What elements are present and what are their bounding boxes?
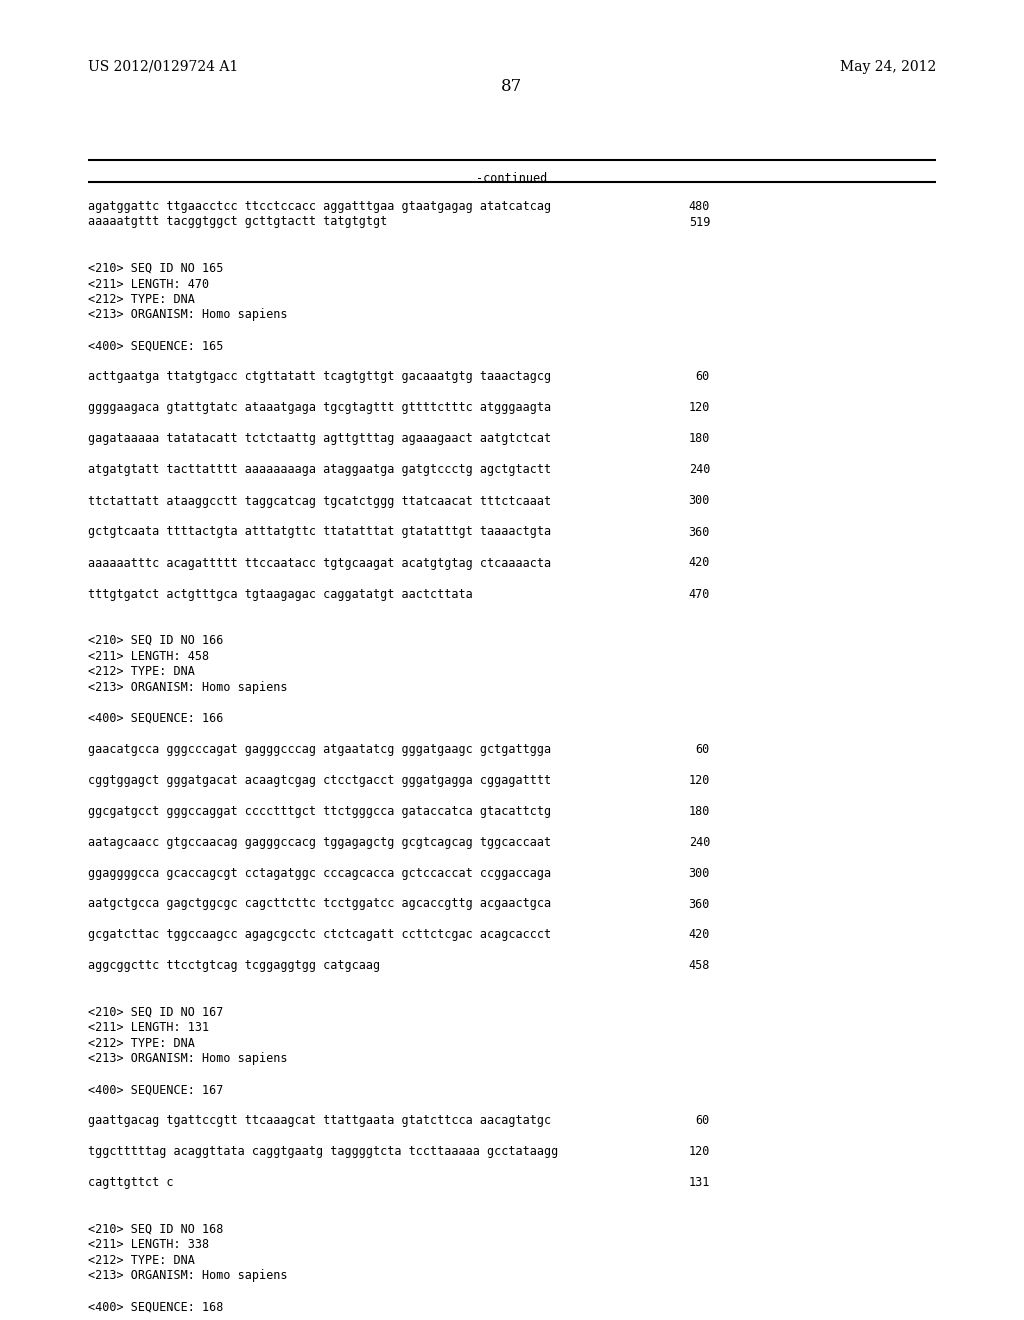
Text: 300: 300 [688, 495, 710, 507]
Text: 480: 480 [688, 201, 710, 213]
Text: <212> TYPE: DNA: <212> TYPE: DNA [88, 665, 195, 678]
Text: cggtggagct gggatgacat acaagtcgag ctcctgacct gggatgagga cggagatttt: cggtggagct gggatgacat acaagtcgag ctcctga… [88, 774, 551, 787]
Text: <213> ORGANISM: Homo sapiens: <213> ORGANISM: Homo sapiens [88, 1270, 288, 1283]
Text: tttgtgatct actgtttgca tgtaagagac caggatatgt aactcttata: tttgtgatct actgtttgca tgtaagagac caggata… [88, 587, 473, 601]
Text: 120: 120 [688, 774, 710, 787]
Text: <400> SEQUENCE: 166: <400> SEQUENCE: 166 [88, 711, 223, 725]
Text: tggctttttag acaggttata caggtgaatg taggggtcta tccttaaaaa gcctataagg: tggctttttag acaggttata caggtgaatg tagggg… [88, 1146, 558, 1159]
Text: gagataaaaa tatatacatt tctctaattg agttgtttag agaaagaact aatgtctcat: gagataaaaa tatatacatt tctctaattg agttgtt… [88, 433, 551, 445]
Text: 87: 87 [502, 78, 522, 95]
Text: 458: 458 [688, 960, 710, 973]
Text: 131: 131 [688, 1176, 710, 1189]
Text: aaaaatgttt tacggtggct gcttgtactt tatgtgtgt: aaaaatgttt tacggtggct gcttgtactt tatgtgt… [88, 215, 387, 228]
Text: <400> SEQUENCE: 165: <400> SEQUENCE: 165 [88, 339, 223, 352]
Text: aatagcaacc gtgccaacag gagggccacg tggagagctg gcgtcagcag tggcaccaat: aatagcaacc gtgccaacag gagggccacg tggagag… [88, 836, 551, 849]
Text: <213> ORGANISM: Homo sapiens: <213> ORGANISM: Homo sapiens [88, 1052, 288, 1065]
Text: cagttgttct c: cagttgttct c [88, 1176, 173, 1189]
Text: 60: 60 [695, 1114, 710, 1127]
Text: 360: 360 [688, 898, 710, 911]
Text: <213> ORGANISM: Homo sapiens: <213> ORGANISM: Homo sapiens [88, 681, 288, 693]
Text: <213> ORGANISM: Homo sapiens: <213> ORGANISM: Homo sapiens [88, 309, 288, 322]
Text: atgatgtatt tacttatttt aaaaaaaaga ataggaatga gatgtccctg agctgtactt: atgatgtatt tacttatttt aaaaaaaaga ataggaa… [88, 463, 551, 477]
Text: 240: 240 [688, 463, 710, 477]
Text: <211> LENGTH: 470: <211> LENGTH: 470 [88, 277, 209, 290]
Text: aggcggcttc ttcctgtcag tcggaggtgg catgcaag: aggcggcttc ttcctgtcag tcggaggtgg catgcaa… [88, 960, 380, 973]
Text: <210> SEQ ID NO 166: <210> SEQ ID NO 166 [88, 634, 223, 647]
Text: 300: 300 [688, 866, 710, 879]
Text: gctgtcaata ttttactgta atttatgttc ttatatttat gtatatttgt taaaactgta: gctgtcaata ttttactgta atttatgttc ttatatt… [88, 525, 551, 539]
Text: gcgatcttac tggccaagcc agagcgcctc ctctcagatt ccttctcgac acagcaccct: gcgatcttac tggccaagcc agagcgcctc ctctcag… [88, 928, 551, 941]
Text: 120: 120 [688, 401, 710, 414]
Text: <212> TYPE: DNA: <212> TYPE: DNA [88, 1254, 195, 1267]
Text: 420: 420 [688, 928, 710, 941]
Text: <210> SEQ ID NO 167: <210> SEQ ID NO 167 [88, 1006, 223, 1019]
Text: 120: 120 [688, 1146, 710, 1159]
Text: aaaaaatttc acagattttt ttccaatacc tgtgcaagat acatgtgtag ctcaaaacta: aaaaaatttc acagattttt ttccaatacc tgtgcaa… [88, 557, 551, 569]
Text: acttgaatga ttatgtgacc ctgttatatt tcagtgttgt gacaaatgtg taaactagcg: acttgaatga ttatgtgacc ctgttatatt tcagtgt… [88, 371, 551, 384]
Text: <211> LENGTH: 131: <211> LENGTH: 131 [88, 1022, 209, 1035]
Text: agatggattc ttgaacctcc ttcctccacc aggatttgaa gtaatgagag atatcatcag: agatggattc ttgaacctcc ttcctccacc aggattt… [88, 201, 551, 213]
Text: 360: 360 [688, 525, 710, 539]
Text: ttctattatt ataaggcctt taggcatcag tgcatctggg ttatcaacat tttctcaaat: ttctattatt ataaggcctt taggcatcag tgcatct… [88, 495, 551, 507]
Text: US 2012/0129724 A1: US 2012/0129724 A1 [88, 59, 239, 74]
Text: -continued: -continued [476, 172, 548, 185]
Text: 240: 240 [688, 836, 710, 849]
Text: 180: 180 [688, 804, 710, 817]
Text: <400> SEQUENCE: 167: <400> SEQUENCE: 167 [88, 1084, 223, 1097]
Text: <211> LENGTH: 458: <211> LENGTH: 458 [88, 649, 209, 663]
Text: <400> SEQUENCE: 168: <400> SEQUENCE: 168 [88, 1300, 223, 1313]
Text: ggcgatgcct gggccaggat cccctttgct ttctgggcca gataccatca gtacattctg: ggcgatgcct gggccaggat cccctttgct ttctggg… [88, 804, 551, 817]
Text: gaattgacag tgattccgtt ttcaaagcat ttattgaata gtatcttcca aacagtatgc: gaattgacag tgattccgtt ttcaaagcat ttattga… [88, 1114, 551, 1127]
Text: <211> LENGTH: 338: <211> LENGTH: 338 [88, 1238, 209, 1251]
Text: <212> TYPE: DNA: <212> TYPE: DNA [88, 293, 195, 306]
Text: <212> TYPE: DNA: <212> TYPE: DNA [88, 1038, 195, 1049]
Text: <210> SEQ ID NO 165: <210> SEQ ID NO 165 [88, 261, 223, 275]
Text: May 24, 2012: May 24, 2012 [840, 59, 936, 74]
Text: ggggaagaca gtattgtatc ataaatgaga tgcgtagttt gttttctttc atgggaagta: ggggaagaca gtattgtatc ataaatgaga tgcgtag… [88, 401, 551, 414]
Text: ggaggggcca gcaccagcgt cctagatggc cccagcacca gctccaccat ccggaccaga: ggaggggcca gcaccagcgt cctagatggc cccagca… [88, 866, 551, 879]
Text: <210> SEQ ID NO 168: <210> SEQ ID NO 168 [88, 1224, 223, 1236]
Text: 180: 180 [688, 433, 710, 445]
Text: 519: 519 [688, 215, 710, 228]
Text: 420: 420 [688, 557, 710, 569]
Text: 60: 60 [695, 743, 710, 755]
Text: 60: 60 [695, 371, 710, 384]
Text: aatgctgcca gagctggcgc cagcttcttc tcctggatcc agcaccgttg acgaactgca: aatgctgcca gagctggcgc cagcttcttc tcctgga… [88, 898, 551, 911]
Text: 470: 470 [688, 587, 710, 601]
Text: gaacatgcca gggcccagat gagggcccag atgaatatcg gggatgaagc gctgattgga: gaacatgcca gggcccagat gagggcccag atgaata… [88, 743, 551, 755]
